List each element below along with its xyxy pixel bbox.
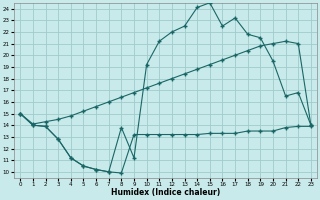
X-axis label: Humidex (Indice chaleur): Humidex (Indice chaleur) — [111, 188, 220, 197]
